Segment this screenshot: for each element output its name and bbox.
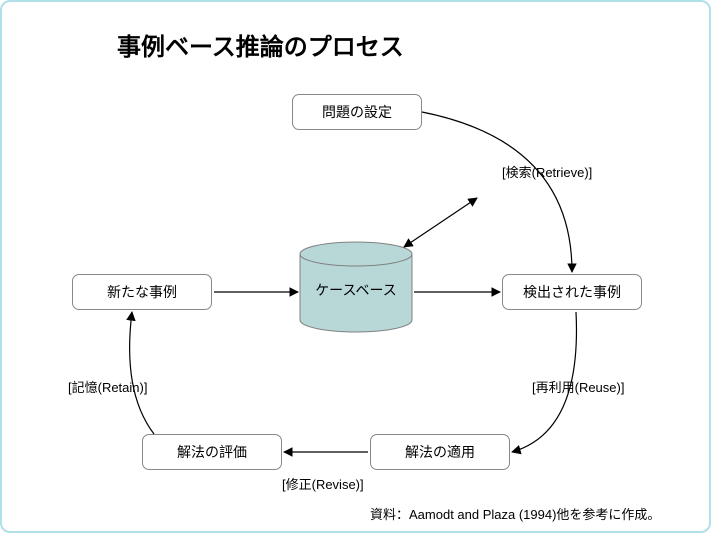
diagram-title: 事例ベース推論のプロセス	[117, 27, 404, 62]
edge-label-reuse: [再利用(Reuse)]	[532, 377, 624, 396]
edge-label-retain: [記憶(Retain)]	[68, 377, 147, 396]
node-label: 新たな事例	[107, 282, 177, 302]
node-label: 解法の適用	[405, 442, 475, 462]
node-casebase-label: ケースベース	[315, 282, 397, 298]
node-apply: 解法の適用	[370, 434, 510, 470]
edge-label-retrieve: [検索(Retrieve)]	[502, 162, 592, 181]
node-evaluate: 解法の評価	[142, 434, 282, 470]
node-retrieved: 検出された事例	[502, 274, 642, 310]
node-problem: 問題の設定	[292, 94, 422, 130]
node-newcase: 新たな事例	[72, 274, 212, 310]
edge-label-revise: [修正(Revise)]	[282, 474, 364, 493]
citation-text: 資料：Aamodt and Plaza (1994)他を参考に作成。	[370, 504, 660, 523]
edge-retrieve	[422, 112, 572, 272]
edge-casebase-double	[404, 198, 477, 247]
arrows-overlay: ケースベース	[2, 2, 711, 535]
node-casebase	[300, 242, 412, 332]
node-label: 検出された事例	[523, 282, 621, 302]
node-label: 問題の設定	[322, 102, 392, 122]
diagram-canvas: 事例ベース推論のプロセス 問題の設定 検出された事例 新たな事例 解法の適用 解…	[0, 0, 711, 533]
node-label: 解法の評価	[177, 442, 247, 462]
edge-retain	[130, 312, 154, 434]
